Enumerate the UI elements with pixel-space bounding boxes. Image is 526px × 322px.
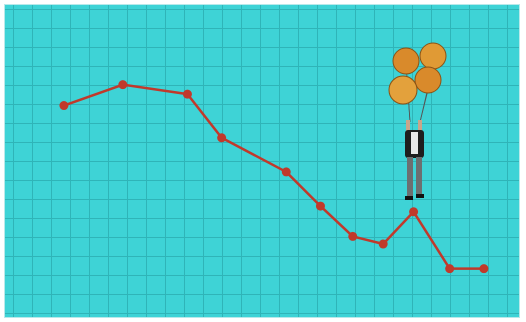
point <box>479 264 489 274</box>
point <box>118 80 128 90</box>
point <box>378 239 388 249</box>
balloon-man <box>388 42 447 200</box>
point <box>217 133 227 143</box>
point <box>182 89 192 99</box>
point <box>59 101 69 111</box>
point <box>281 167 291 177</box>
point <box>409 207 419 217</box>
point <box>315 201 325 211</box>
point <box>348 231 358 241</box>
point <box>445 264 455 274</box>
